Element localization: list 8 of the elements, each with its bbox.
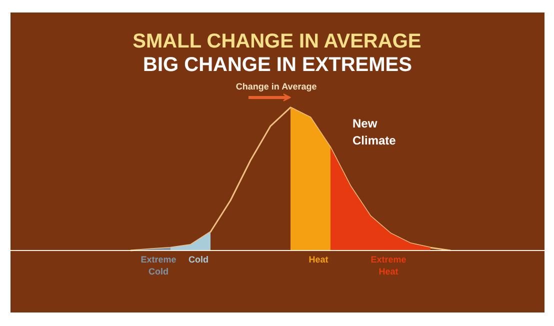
series-label: New Climate: [352, 116, 396, 148]
chart-title: SMALL CHANGE IN AVERAGE: [132, 30, 422, 52]
series-label: Extreme Cold: [140, 254, 176, 277]
series-label: Heat: [308, 254, 328, 265]
series-label: Extreme Heat: [370, 254, 406, 277]
chart-subtitle: BIG CHANGE IN EXTREMES: [143, 54, 412, 76]
text: Change in Average: [236, 82, 317, 92]
series-label: Cold: [188, 254, 208, 265]
